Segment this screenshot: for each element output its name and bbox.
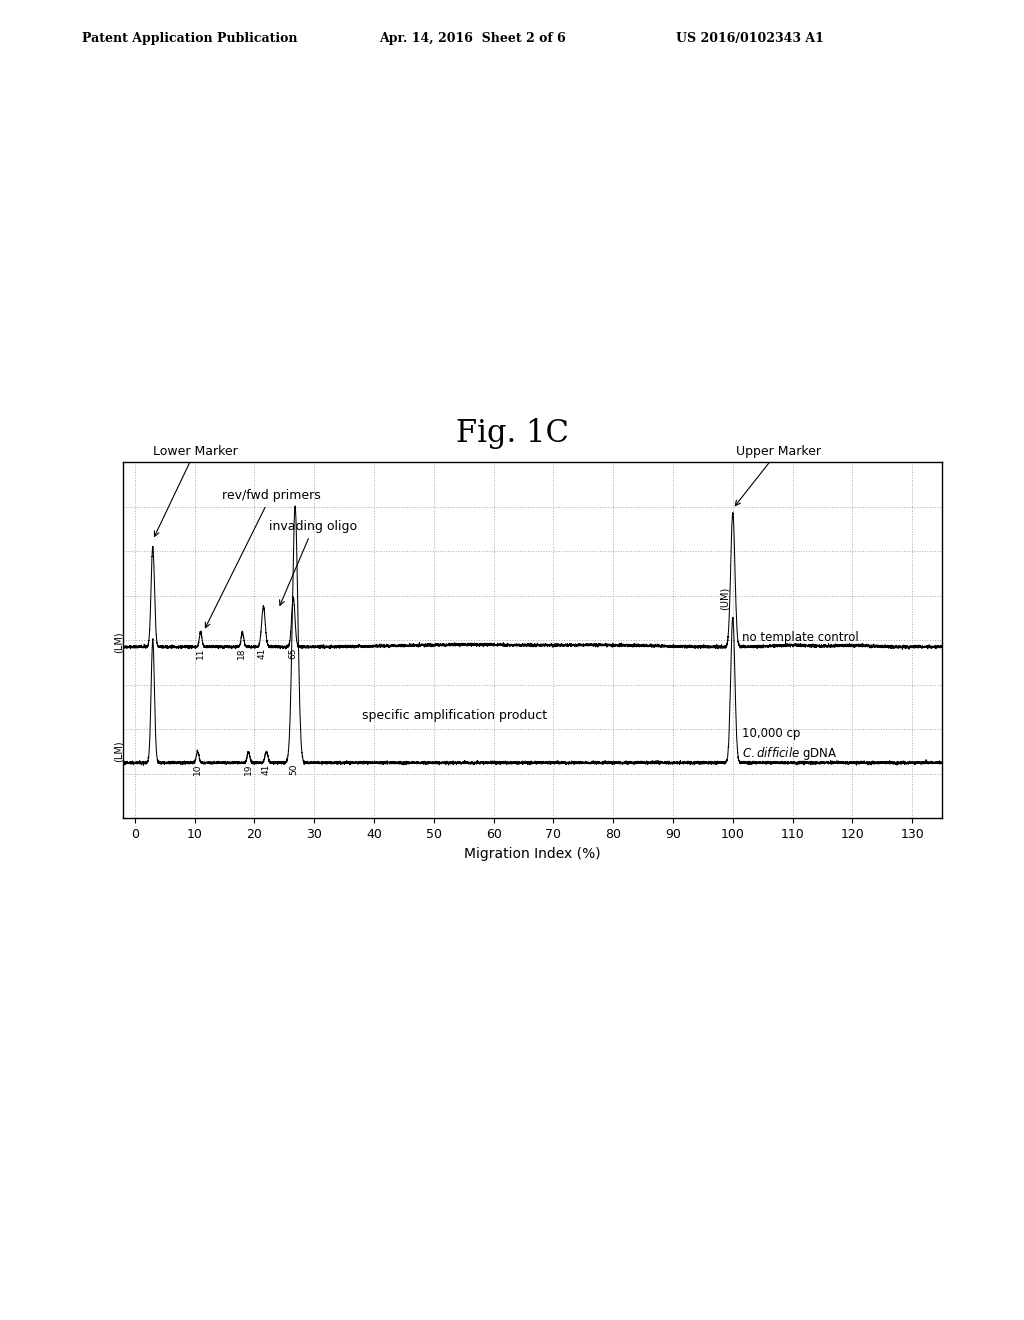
Text: (LM): (LM) xyxy=(114,631,124,653)
X-axis label: Migration Index (%): Migration Index (%) xyxy=(464,846,601,861)
Text: 19: 19 xyxy=(244,764,253,775)
Text: 65: 65 xyxy=(288,648,297,660)
Text: 18: 18 xyxy=(237,648,246,660)
Text: no template control: no template control xyxy=(741,631,858,644)
Text: US 2016/0102343 A1: US 2016/0102343 A1 xyxy=(676,32,823,45)
Text: 10: 10 xyxy=(194,764,202,775)
Text: 50: 50 xyxy=(289,764,298,775)
Text: invading oligo: invading oligo xyxy=(269,520,357,606)
Text: Patent Application Publication: Patent Application Publication xyxy=(82,32,297,45)
Text: Lower Marker: Lower Marker xyxy=(153,445,238,536)
Text: specific amplification product: specific amplification product xyxy=(362,709,547,722)
Text: (LM): (LM) xyxy=(114,741,124,763)
Text: 41: 41 xyxy=(262,764,271,775)
Text: 10,000 cp: 10,000 cp xyxy=(741,727,800,741)
Text: Upper Marker: Upper Marker xyxy=(735,445,821,506)
Text: (UM): (UM) xyxy=(720,586,730,610)
Text: 11: 11 xyxy=(197,648,205,660)
Text: Fig. 1C: Fig. 1C xyxy=(456,418,568,449)
Text: 41: 41 xyxy=(258,648,266,660)
Text: rev/fwd primers: rev/fwd primers xyxy=(206,490,321,628)
Text: $\it{C. difficile}$ gDNA: $\it{C. difficile}$ gDNA xyxy=(741,746,838,763)
Text: Apr. 14, 2016  Sheet 2 of 6: Apr. 14, 2016 Sheet 2 of 6 xyxy=(379,32,565,45)
